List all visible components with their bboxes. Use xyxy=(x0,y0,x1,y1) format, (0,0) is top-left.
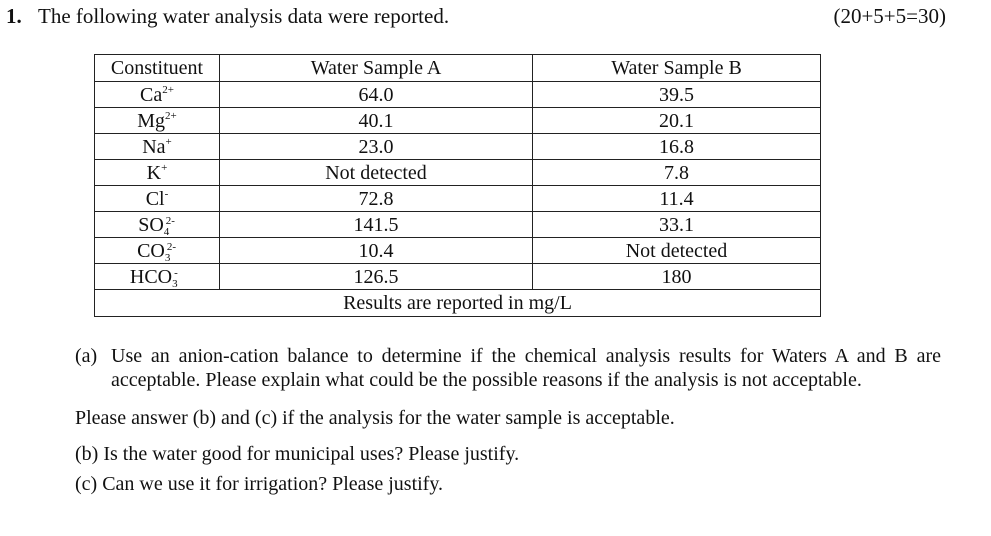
ion-charge: 2- xyxy=(165,214,175,227)
sample-b-cell: 20.1 xyxy=(532,107,821,134)
constituent-cell: K+ xyxy=(94,159,220,186)
sample-a-cell: 40.1 xyxy=(219,107,533,134)
sample-a-cell: 126.5 xyxy=(219,263,533,290)
ion-charge: - xyxy=(174,266,178,279)
table-row: HCO -3 126.5 180 xyxy=(94,263,821,290)
header-sample-b: Water Sample B xyxy=(532,54,821,82)
question-parts: (a) Use an anion-cation balance to deter… xyxy=(75,344,941,496)
table-row: K+ Not detected 7.8 xyxy=(94,159,821,186)
ion-charge: - xyxy=(164,187,169,200)
sample-b-cell: 16.8 xyxy=(532,133,821,160)
ion-symbol: Cl xyxy=(145,187,165,210)
table-row: Ca2+ 64.0 39.5 xyxy=(94,81,821,108)
sample-a-cell: Not detected xyxy=(219,159,533,186)
ion-charge: 2- xyxy=(166,240,177,253)
part-a: (a) Use an anion-cation balance to deter… xyxy=(75,344,941,392)
question-number: 1. xyxy=(6,4,22,28)
sample-b-cell: 180 xyxy=(532,263,821,290)
sample-a-cell: 10.4 xyxy=(219,237,533,264)
ion-symbol: HCO xyxy=(129,265,173,288)
sample-b-cell: 33.1 xyxy=(532,211,821,238)
header-constituent: Constituent xyxy=(94,54,220,82)
constituent-cell: HCO -3 xyxy=(94,263,220,290)
ion-subscript: 3 xyxy=(172,277,178,290)
ion-charge: + xyxy=(165,135,172,148)
ion-symbol: Na xyxy=(142,135,166,158)
sample-b-cell: 39.5 xyxy=(532,81,821,108)
sample-a-cell: 23.0 xyxy=(219,133,533,160)
table-row: Na+ 23.0 16.8 xyxy=(94,133,821,160)
table-footer-row: Results are reported in mg/L xyxy=(94,289,821,317)
ion-symbol: Mg xyxy=(137,109,166,132)
table-header-row: Constituent Water Sample A Water Sample … xyxy=(94,54,821,82)
part-a-label: (a) xyxy=(75,345,98,367)
conditional-note: Please answer (b) and (c) if the analysi… xyxy=(75,407,675,429)
part-b: (b) Is the water good for municipal uses… xyxy=(75,443,520,465)
ion-charge: + xyxy=(161,161,168,174)
table-row: CO 2- 3 10.4 Not detected xyxy=(94,237,821,264)
table-row: SO 2- 4 141.5 33.1 xyxy=(94,211,821,238)
question-points: (20+5+5=30) xyxy=(833,4,946,28)
ion-symbol: Ca xyxy=(140,83,163,106)
constituent-cell: Mg2+ xyxy=(94,107,220,134)
sample-b-cell: 7.8 xyxy=(532,159,821,186)
ion-subscript: 3 xyxy=(164,251,171,264)
header-sample-a: Water Sample A xyxy=(219,54,533,82)
part-a-text: Use an anion-cation balance to determine… xyxy=(111,345,941,391)
sample-a-cell: 141.5 xyxy=(219,211,533,238)
table-row: Mg2+ 40.1 20.1 xyxy=(94,107,821,134)
constituent-cell: Ca2+ xyxy=(94,81,220,108)
part-c: (c) Can we use it for irrigation? Please… xyxy=(75,473,444,495)
ion-sub-sup: -3 xyxy=(172,267,184,290)
constituent-cell: SO 2- 4 xyxy=(94,211,220,238)
water-analysis-table: Constituent Water Sample A Water Sample … xyxy=(94,54,821,317)
ion-charge: 2+ xyxy=(162,83,174,96)
sample-b-cell: 11.4 xyxy=(532,185,821,212)
table-row: Cl- 72.8 11.4 xyxy=(94,185,821,212)
ion-symbol: SO xyxy=(138,213,164,236)
ion-charge: 2+ xyxy=(165,109,177,122)
ion-sub-sup: 2- 3 xyxy=(165,241,177,264)
sample-a-cell: 72.8 xyxy=(219,185,533,212)
ion-subscript: 4 xyxy=(163,225,170,238)
ion-symbol: K xyxy=(146,161,162,184)
table-footer-note: Results are reported in mg/L xyxy=(94,289,821,317)
constituent-cell: Na+ xyxy=(94,133,220,160)
ion-sub-sup: 2- 4 xyxy=(164,215,176,238)
question-header: 1. The following water analysis data wer… xyxy=(6,3,966,29)
sample-a-cell: 64.0 xyxy=(219,81,533,108)
question-title: The following water analysis data were r… xyxy=(38,4,450,28)
constituent-cell: Cl- xyxy=(94,185,220,212)
ion-symbol: CO xyxy=(137,239,165,262)
sample-b-cell: Not detected xyxy=(532,237,821,264)
constituent-cell: CO 2- 3 xyxy=(94,237,220,264)
